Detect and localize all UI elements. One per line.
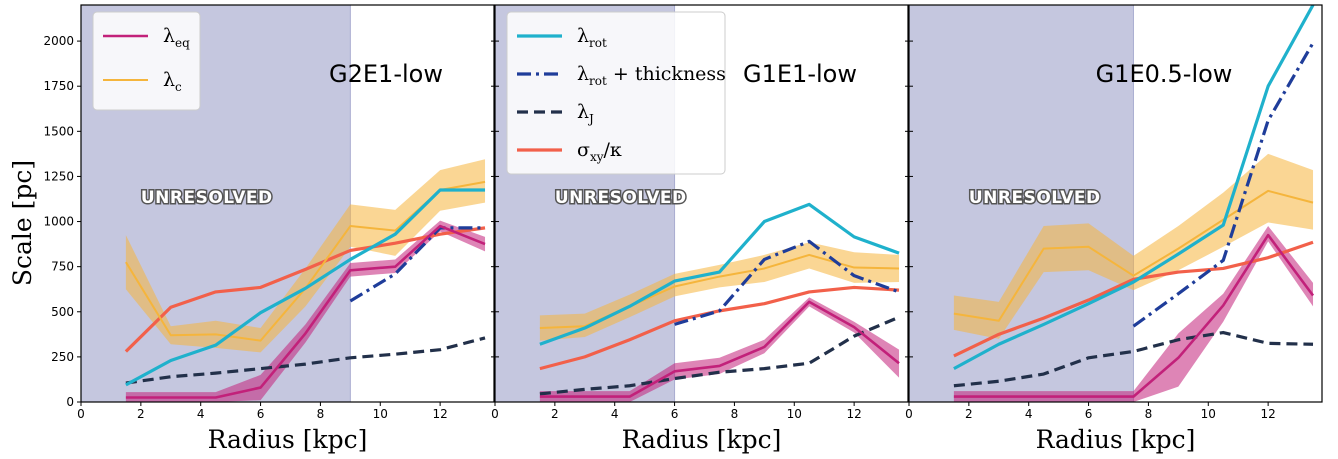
lambda-rot-thick-line [674,239,900,326]
legend-label-lambda-J: λJ [577,101,594,126]
y-tick-label: 1000 [43,215,74,229]
lambda-eq-line [125,224,486,399]
x-axis-title: Radius [kpc] [622,425,782,454]
lambda-J-line [539,315,900,396]
legend-box [92,11,201,111]
sigma-kappa-line [124,226,486,353]
x-tick-label: 6 [671,407,679,421]
x-axis-title: Radius [kpc] [1036,425,1196,454]
lambda-rot-thick-line [1132,42,1315,328]
legend-label-lambda-eq: λeq [163,25,190,50]
legend-label-lambda-c: λc [163,69,182,94]
sigma-kappa-line [953,240,1314,358]
lambda-eq-line [953,233,1315,398]
x-tick-label: 0 [491,407,499,421]
plot-area [953,5,1315,402]
x-tick-label: 12 [1260,407,1275,421]
legend-label-lambda-rot-thick: λrot + thickness [577,63,726,88]
plot-area [124,159,486,402]
x-tick-label: 12 [846,407,861,421]
x-tick-label: 10 [373,407,388,421]
lambda-eq-line [539,300,900,398]
y-tick-label: 500 [51,305,74,319]
x-tick-label: 6 [257,407,265,421]
y-tick-label: 1250 [43,169,74,183]
lambda-c-line [953,189,1314,322]
lambda-J-line [125,336,486,385]
lambda-rot-line [953,5,1315,371]
panel-frame [80,4,495,403]
x-tick-label: 0 [77,407,85,421]
x-tick-label: 4 [611,407,619,421]
lambda-rot-line [125,188,486,387]
y-tick-label: 1750 [43,79,74,93]
x-tick-label: 10 [787,407,802,421]
panel-frame [908,4,1323,403]
panel-frame [494,4,909,403]
x-tick-label: 4 [1025,407,1033,421]
lambda-c-band [539,242,900,341]
legend-box [506,11,726,175]
lambda-c-band [125,159,486,353]
x-tick-label: 12 [432,407,447,421]
panel-3: UNRESOLVED 0 2 4 6 8 10 12 Radius [kpc] G1E0.5-lo… [905,4,1323,454]
panel-1: UNRESOLVED 0 2 4 6 8 10 12 0 250 500 750 1000 1250 150… [43,4,495,454]
x-tick-label: 0 [905,407,913,421]
unresolved-label: UNRESOLVED [555,188,687,208]
lambda-J-line [953,330,1314,388]
x-tick-label: 8 [731,407,739,421]
x-tick-label: 4 [197,407,205,421]
panel-title: G2E1-low [329,60,443,88]
lambda-eq-band [953,226,1314,402]
panel-2: UNRESOLVED 0 2 4 6 8 10 12 Radius [kpc] G1E1-low λ… [491,4,909,454]
unresolved-label: UNRESOLVED [969,188,1101,208]
unresolved-label: UNRESOLVED [141,188,273,208]
y-tick-label: 0 [66,395,74,409]
legend-label-lambda-rot: λrot [577,25,607,50]
y-tick-label: 2000 [43,34,74,48]
x-tick-label: 2 [551,407,559,421]
x-tick-label: 8 [1145,407,1153,421]
x-tick-label: 8 [317,407,325,421]
x-tick-label: 6 [1085,407,1093,421]
legend-label-sigma-kappa: σxy/κ [577,139,622,164]
y-tick-label: 1500 [43,124,74,138]
lambda-rot-line [539,202,900,346]
y-axis-title: Scale [pc] [8,160,37,286]
panel-title: G1E1-low [743,60,857,88]
plot-area [539,202,900,402]
y-tick-label: 250 [51,350,74,364]
x-tick-label: 2 [965,407,973,421]
x-tick-label: 10 [1201,407,1216,421]
lambda-c-band [953,153,1314,339]
x-axis-title: Radius [kpc] [208,425,368,454]
panel-title: G1E0.5-low [1096,60,1233,88]
lambda-rot-thick-line [349,226,486,303]
legend: λrot λrot + thickness λJ σxy/κ [506,11,726,175]
legend: λeq λc [92,11,201,111]
x-tick-label: 2 [137,407,145,421]
y-tick-label: 750 [51,260,74,274]
